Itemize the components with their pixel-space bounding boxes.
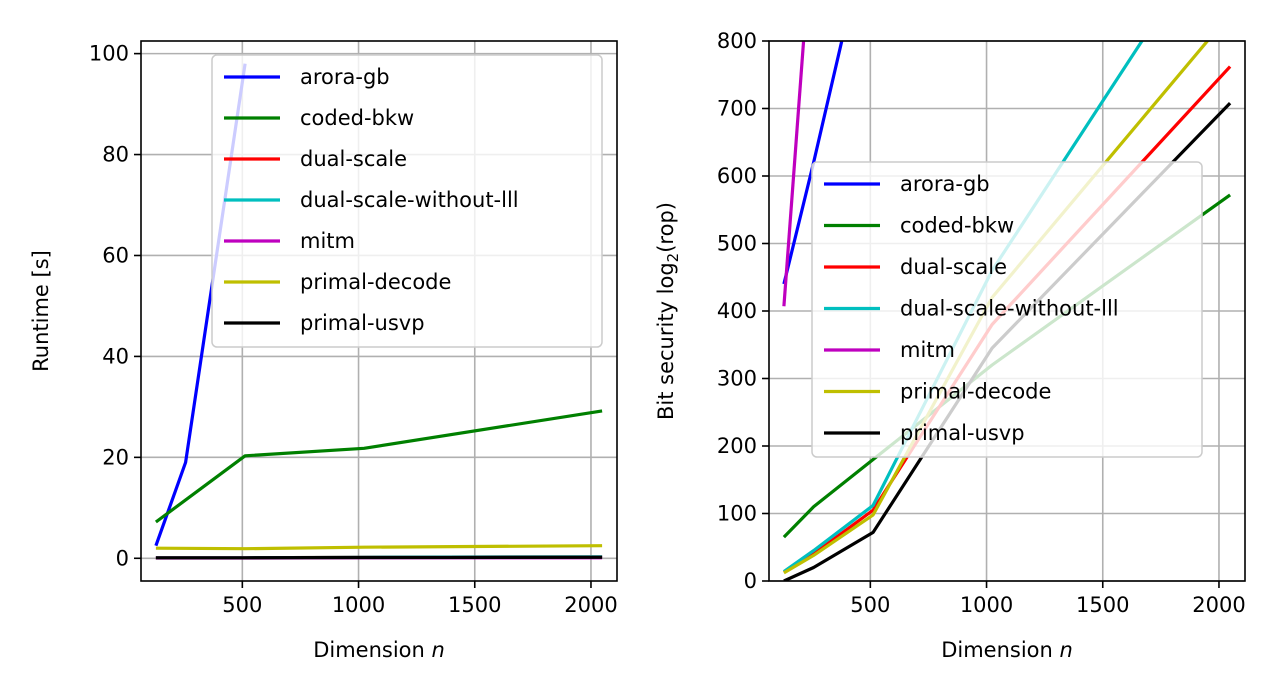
- legend-label: mitm: [900, 338, 955, 362]
- y-axis-label: Runtime [s]: [29, 250, 53, 372]
- y-tick-label: 0: [744, 569, 757, 593]
- legend-label: dual-scale: [900, 255, 1007, 279]
- y-tick-label: 600: [717, 164, 757, 188]
- legend-box: [211, 54, 603, 348]
- legend-label: primal-decode: [300, 270, 451, 294]
- y-tick-label: 200: [717, 434, 757, 458]
- x-tick-label: 1000: [332, 593, 385, 617]
- legend-label: mitm: [300, 229, 355, 253]
- y-tick-label: 500: [717, 232, 757, 256]
- legend-label: primal-usvp: [300, 311, 425, 335]
- x-tick-label: 1000: [960, 593, 1013, 617]
- legend-label: dual-scale-without-lll: [900, 297, 1119, 321]
- y-tick-label: 80: [102, 143, 129, 167]
- legend-label: dual-scale: [300, 147, 407, 171]
- series-line-dual-scale-without-lll: [782, 41, 1144, 573]
- x-axis-label: Dimension n: [941, 638, 1073, 662]
- legend-label: coded-bkw: [900, 214, 1014, 238]
- x-tick-label: 500: [222, 593, 262, 617]
- legend-label: arora-gb: [300, 65, 390, 89]
- x-tick-label: 1500: [1076, 593, 1129, 617]
- legend-label: coded-bkw: [300, 106, 414, 130]
- x-tick-label: 1500: [448, 593, 501, 617]
- axes-frame: [140, 40, 618, 582]
- y-tick-label: 0: [116, 546, 129, 570]
- legend-label: primal-decode: [900, 380, 1051, 404]
- y-tick-label: 400: [717, 299, 757, 323]
- chart-1: 500 1000 1500 2000 0 20 40 60 80 100 Dimension n Ru…: [29, 40, 618, 662]
- y-tick-label: 40: [102, 344, 129, 368]
- x-tick-label: 2000: [564, 593, 617, 617]
- series-line-coded-bkw: [154, 409, 603, 524]
- legend: arora-gb coded-bkw dual-scale dual-scale-wi…: [811, 161, 1203, 458]
- chart-2: 500 1000 1500 2000 0 100 200 300 400 500 600 700 800…: [654, 29, 1246, 662]
- y-tick-label: 100: [717, 502, 757, 526]
- legend-box: [811, 161, 1203, 458]
- legend-label: primal-usvp: [900, 421, 1025, 445]
- series-line-primal-decode: [155, 544, 603, 551]
- legend-label: arora-gb: [900, 172, 990, 196]
- y-tick-label: 100: [89, 42, 129, 66]
- series-line-primal-usvp: [155, 555, 603, 560]
- series-line-mitm: [782, 41, 806, 307]
- y-tick-label: 20: [102, 445, 129, 469]
- legend: arora-gb coded-bkw dual-scale dual-scale-wi…: [211, 54, 603, 348]
- x-axis-label: Dimension n: [313, 638, 445, 662]
- y-axis-label: Bit security log2(rop): [654, 202, 682, 420]
- y-tick-label: 300: [717, 367, 757, 391]
- y-tick-label: 800: [717, 29, 757, 53]
- legend-label: dual-scale-without-lll: [300, 188, 519, 212]
- y-tick-label: 60: [102, 243, 129, 267]
- y-tick-label: 700: [717, 97, 757, 121]
- x-tick-label: 2000: [1192, 593, 1245, 617]
- series-lines: [154, 63, 603, 560]
- x-tick-label: 500: [850, 593, 890, 617]
